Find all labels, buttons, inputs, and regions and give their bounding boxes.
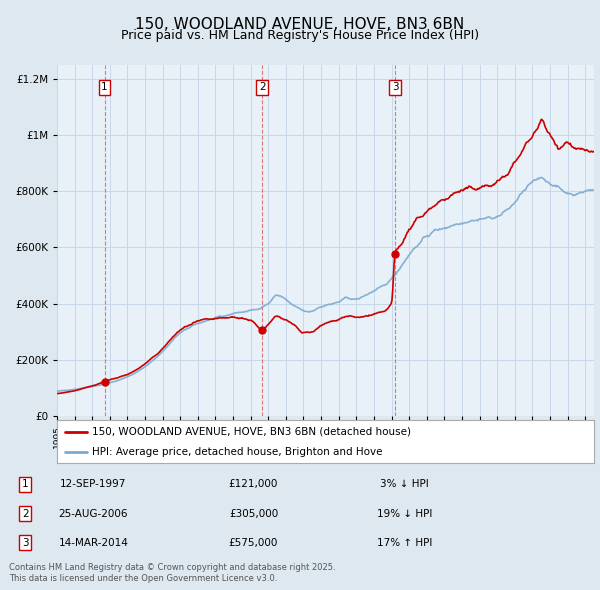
Text: £121,000: £121,000 bbox=[229, 479, 278, 489]
Text: 1: 1 bbox=[101, 83, 108, 93]
Text: 2: 2 bbox=[22, 509, 29, 519]
Text: Contains HM Land Registry data © Crown copyright and database right 2025.
This d: Contains HM Land Registry data © Crown c… bbox=[9, 563, 335, 583]
Text: 12-SEP-1997: 12-SEP-1997 bbox=[60, 479, 127, 489]
Text: 3% ↓ HPI: 3% ↓ HPI bbox=[380, 479, 429, 489]
Text: 25-AUG-2006: 25-AUG-2006 bbox=[59, 509, 128, 519]
Text: 17% ↑ HPI: 17% ↑ HPI bbox=[377, 538, 433, 548]
Text: £305,000: £305,000 bbox=[229, 509, 278, 519]
Text: 1: 1 bbox=[22, 479, 29, 489]
Text: 2: 2 bbox=[259, 83, 265, 93]
Text: 19% ↓ HPI: 19% ↓ HPI bbox=[377, 509, 433, 519]
Text: 150, WOODLAND AVENUE, HOVE, BN3 6BN: 150, WOODLAND AVENUE, HOVE, BN3 6BN bbox=[136, 17, 464, 31]
Text: 3: 3 bbox=[22, 538, 29, 548]
Text: 150, WOODLAND AVENUE, HOVE, BN3 6BN (detached house): 150, WOODLAND AVENUE, HOVE, BN3 6BN (det… bbox=[92, 427, 411, 437]
Text: 14-MAR-2014: 14-MAR-2014 bbox=[58, 538, 128, 548]
Text: Price paid vs. HM Land Registry's House Price Index (HPI): Price paid vs. HM Land Registry's House … bbox=[121, 30, 479, 42]
Text: HPI: Average price, detached house, Brighton and Hove: HPI: Average price, detached house, Brig… bbox=[92, 447, 382, 457]
Text: £575,000: £575,000 bbox=[229, 538, 278, 548]
Text: 3: 3 bbox=[392, 83, 398, 93]
